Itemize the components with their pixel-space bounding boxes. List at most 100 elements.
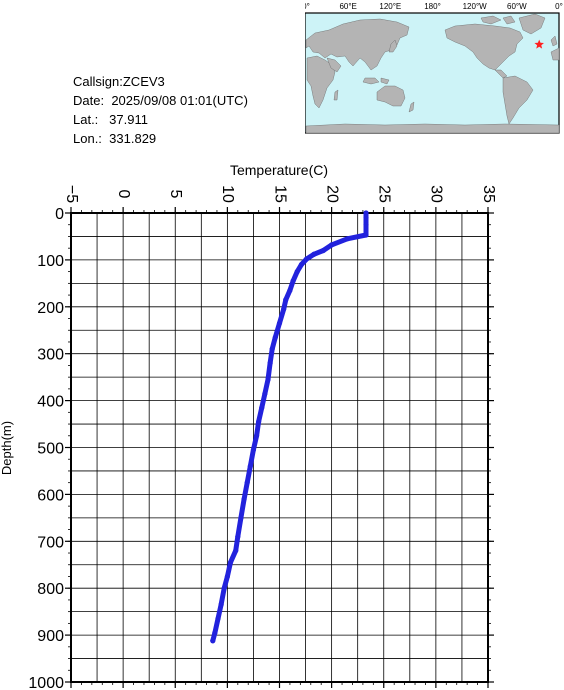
map-lon-label: 0° <box>305 2 310 11</box>
map-lon-label: 60°E <box>339 2 356 11</box>
profile-point <box>227 559 234 566</box>
callsign-label: Callsign: <box>73 74 123 89</box>
profile-point <box>233 548 239 554</box>
temperature-profile-line <box>210 210 369 644</box>
x-tick-label: 35 <box>480 185 497 203</box>
profile-point <box>250 447 257 453</box>
y-tick-label: 400 <box>37 394 64 411</box>
land-north-america <box>444 23 524 71</box>
chart-grid <box>71 213 488 682</box>
callsign-value: ZCEV3 <box>122 74 165 89</box>
x-tick-label: 20 <box>323 185 340 203</box>
profile-point <box>320 247 326 254</box>
float-info-panel: Callsign:ZCEV3 Date: 2025/09/08 01:01(UT… <box>73 72 248 148</box>
profile-point <box>221 585 227 591</box>
date-label: Date: <box>73 93 105 108</box>
land-eurasia <box>305 18 410 71</box>
land-japan <box>388 39 398 53</box>
profile-point <box>247 463 253 469</box>
profile-point <box>363 210 369 216</box>
lon-value: 331.829 <box>109 131 157 146</box>
y-tick-label: 200 <box>37 300 64 317</box>
profile-point <box>272 334 278 340</box>
x-tick-label: 10 <box>219 185 236 203</box>
land-arabia <box>326 57 342 73</box>
profile-point <box>329 242 335 248</box>
x-tick-label: −5 <box>63 185 80 203</box>
x-tick-label: 15 <box>271 185 288 203</box>
land-new-zealand <box>408 101 415 113</box>
profile-point <box>344 236 350 242</box>
y-tick-label: 600 <box>37 487 64 504</box>
callsign-row: Callsign:ZCEV3 <box>73 72 248 91</box>
land-greenland <box>518 13 546 35</box>
profile-point <box>253 433 260 439</box>
profile-point <box>281 306 287 312</box>
profile-point <box>259 405 265 411</box>
lat-row: Lat.: 37.911 <box>73 110 248 129</box>
map-land <box>305 13 560 134</box>
x-tick-label: 0 <box>115 190 132 199</box>
profile-points <box>210 210 369 644</box>
date-value: 2025/09/08 01:01(UTC) <box>111 93 248 108</box>
lat-label: Lat.: <box>73 112 99 127</box>
map-lon-label: 0° <box>555 2 563 11</box>
x-tick-label: 30 <box>428 185 445 203</box>
y-tick-label: 300 <box>37 347 64 364</box>
y-axis-title: Depth(m) <box>0 421 14 475</box>
map-lon-label: 120°W <box>463 2 488 11</box>
land-british-isles <box>550 35 558 47</box>
profile-point <box>363 222 369 228</box>
date-row: Date: 2025/09/08 01:01(UTC) <box>73 91 248 110</box>
lon-row: Lon.: 331.829 <box>73 129 248 148</box>
x-axis-title: Temperature(C) <box>230 162 328 178</box>
y-tick-label: 500 <box>37 441 64 458</box>
y-tick-label: 0 <box>55 206 64 223</box>
star-icon <box>534 39 544 49</box>
profile-point <box>290 278 296 284</box>
map-longitude-labels: 0° 60°E 120°E 180° 120°W 60°W 0° <box>305 2 563 11</box>
land-indonesia <box>362 77 390 85</box>
y-tick-label: 100 <box>37 253 64 270</box>
profile-point <box>235 534 241 540</box>
profile-point <box>212 630 218 636</box>
lat-value: 37.911 <box>109 112 148 127</box>
profile-point <box>238 515 244 521</box>
land-antarctica <box>305 123 560 134</box>
profile-point <box>244 480 250 486</box>
x-tick-labels: −5 0 5 10 15 20 25 30 35 <box>63 185 497 203</box>
profile-point <box>304 256 310 262</box>
y-tick-labels: 0 100 200 300 400 500 600 700 800 900 1000 <box>28 206 64 690</box>
map-lon-label: 60°W <box>507 2 527 11</box>
x-tick-label: 25 <box>376 185 393 203</box>
profile-point <box>276 320 283 326</box>
profile-point <box>262 390 268 397</box>
y-tick-label: 700 <box>37 534 64 551</box>
x-tick-label: 5 <box>167 190 184 199</box>
profile-point <box>269 346 275 352</box>
profile-point <box>215 616 221 622</box>
map-lon-label: 120°E <box>379 2 401 11</box>
y-tick-label: 800 <box>37 581 64 598</box>
land-africa <box>306 55 336 109</box>
profile-point <box>241 496 247 502</box>
profile-point <box>267 360 273 366</box>
land-central-america <box>494 69 508 79</box>
land-arctic-islands <box>480 15 516 25</box>
profile-point <box>363 232 369 238</box>
y-tick-label: 900 <box>37 628 64 645</box>
profile-point <box>298 261 304 268</box>
land-south-america <box>502 75 534 125</box>
plot-frame <box>70 212 489 683</box>
y-tick-label: 1000 <box>28 675 64 690</box>
profile-point <box>287 287 293 293</box>
map-lon-label: 180° <box>424 2 441 11</box>
profile-point <box>224 573 230 580</box>
profile-point <box>256 419 262 425</box>
profile-point <box>210 638 216 644</box>
profile-point <box>363 215 369 221</box>
profile-point <box>294 269 300 275</box>
profile-point <box>218 602 224 608</box>
